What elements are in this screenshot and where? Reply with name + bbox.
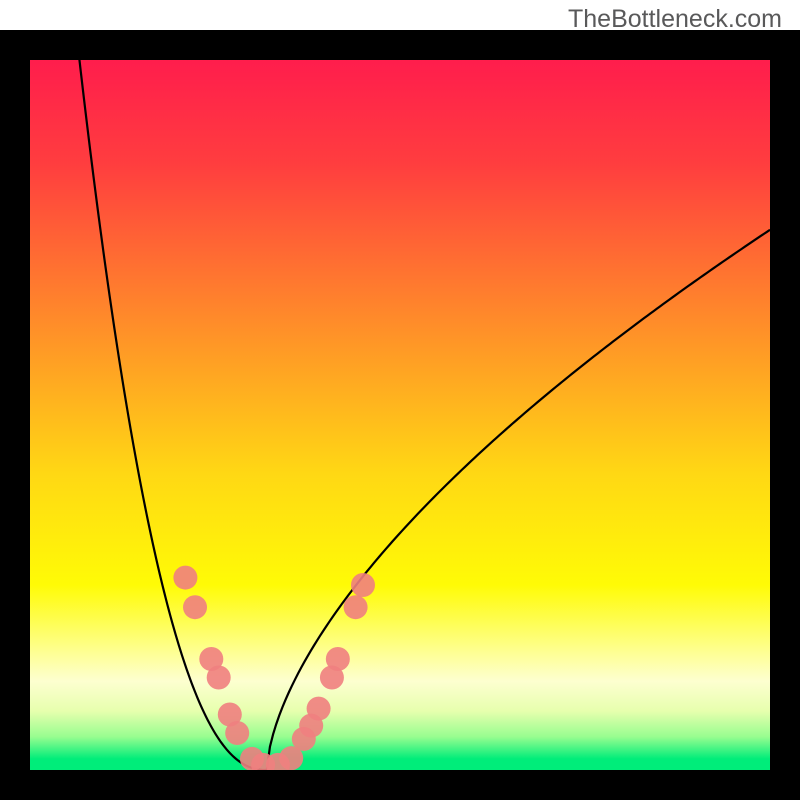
marker-dot	[326, 647, 350, 671]
marker-dot	[351, 573, 375, 597]
chart-container: TheBottleneck.com	[0, 0, 800, 800]
marker-dot	[344, 595, 368, 619]
gradient-background	[30, 30, 770, 770]
marker-dot	[207, 666, 231, 690]
chart-svg	[0, 0, 800, 800]
marker-dot	[225, 721, 249, 745]
marker-dot	[183, 595, 207, 619]
marker-dot	[173, 566, 197, 590]
marker-dot	[307, 697, 331, 721]
